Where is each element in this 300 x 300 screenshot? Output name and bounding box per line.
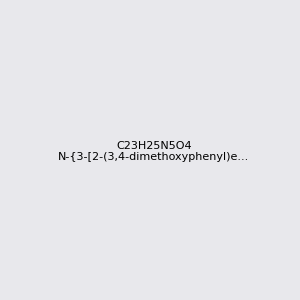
Text: C23H25N5O4
N-{3-[2-(3,4-dimethoxyphenyl)e...: C23H25N5O4 N-{3-[2-(3,4-dimethoxyphenyl)… bbox=[58, 141, 249, 162]
